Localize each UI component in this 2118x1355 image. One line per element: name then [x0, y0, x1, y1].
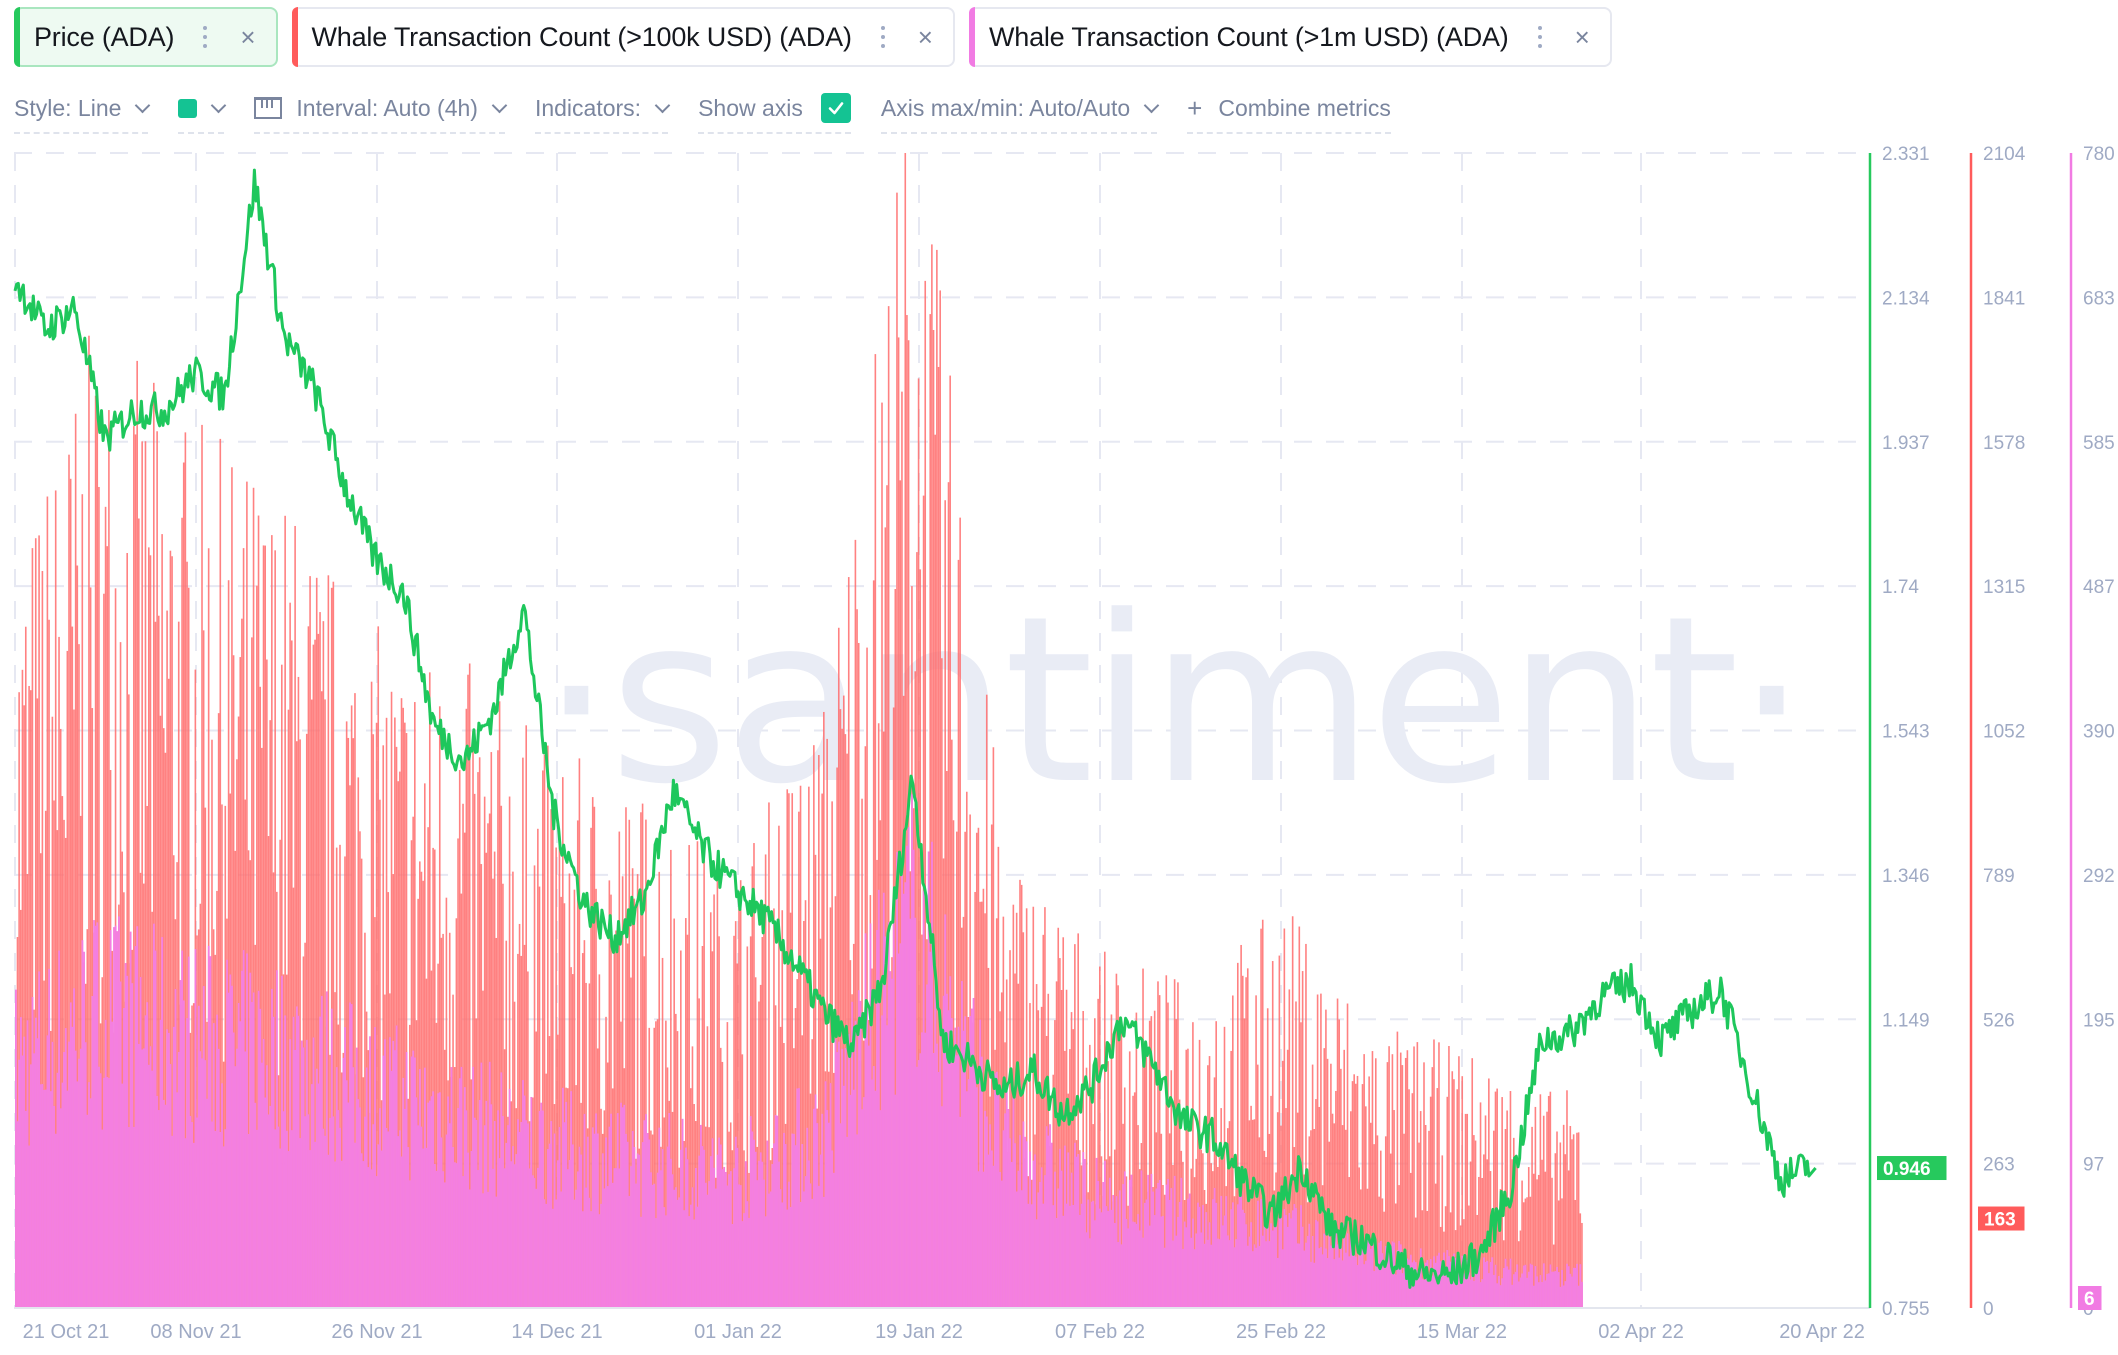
svg-text:25 Feb 22: 25 Feb 22	[1236, 1321, 1326, 1343]
svg-text:526: 526	[1983, 1010, 2015, 1031]
metric-chip-price[interactable]: Price (ADA) ×	[14, 7, 278, 67]
svg-text:2.134: 2.134	[1882, 288, 1930, 309]
color-swatch	[178, 98, 198, 118]
svg-text:02 Apr 22: 02 Apr 22	[1598, 1321, 1684, 1343]
show-axis-toggle[interactable]: Show axis	[698, 88, 851, 134]
close-icon[interactable]: ×	[1574, 22, 1590, 52]
chart-toolbar: Style: Line Interval: Auto (4h) Indicato…	[14, 88, 1421, 134]
svg-text:21 Oct 21: 21 Oct 21	[23, 1321, 110, 1343]
svg-text:263: 263	[1983, 1155, 2015, 1176]
axis-maxmin-label: Axis max/min: Auto/Auto	[880, 94, 1131, 121]
more-vertical-icon[interactable]	[1537, 26, 1543, 48]
svg-text:1.543: 1.543	[1882, 722, 1930, 743]
style-label: Style: Line	[14, 94, 122, 121]
interval-dropdown[interactable]: Interval: Auto (4h)	[254, 88, 508, 134]
metric-chip-whale-1m[interactable]: Whale Transaction Count (>1m USD) (ADA) …	[968, 7, 1612, 67]
svg-text:683: 683	[2083, 288, 2115, 309]
svg-text:1578: 1578	[1983, 433, 2025, 454]
style-dropdown[interactable]: Style: Line	[14, 88, 151, 134]
whale-1m-bars	[15, 794, 1583, 1308]
svg-text:14 Dec 21: 14 Dec 21	[511, 1321, 602, 1343]
svg-text:01 Jan 22: 01 Jan 22	[694, 1321, 782, 1343]
svg-text:1.346: 1.346	[1882, 866, 1930, 887]
svg-text:6: 6	[2084, 1289, 2095, 1310]
calendar-icon	[254, 97, 283, 119]
svg-text:292: 292	[2083, 866, 2115, 887]
svg-text:2.331: 2.331	[1882, 144, 1930, 165]
x-axis-labels: 21 Oct 21 08 Nov 21 26 Nov 21 14 Dec 21 01 J…	[23, 1321, 1865, 1343]
interval-label: Interval: Auto (4h)	[296, 94, 478, 121]
svg-text:390: 390	[2083, 722, 2115, 743]
svg-text:0: 0	[1983, 1299, 1994, 1320]
close-icon[interactable]: ×	[917, 22, 933, 52]
more-vertical-icon[interactable]	[880, 26, 886, 48]
svg-text:1052: 1052	[1983, 722, 2025, 743]
svg-text:2104: 2104	[1983, 144, 2026, 165]
metric-chip-label: Whale Transaction Count (>1m USD) (ADA)	[988, 21, 1509, 52]
svg-text:20 Apr 22: 20 Apr 22	[1779, 1321, 1865, 1343]
svg-text:1.937: 1.937	[1882, 433, 1930, 454]
svg-text:195: 195	[2083, 1010, 2115, 1031]
metric-chip-label: Whale Transaction Count (>100k USD) (ADA…	[311, 21, 852, 52]
svg-text:15 Mar 22: 15 Mar 22	[1417, 1321, 1507, 1343]
metric-chips: Price (ADA) × Whale Transaction Count (>…	[14, 7, 1612, 67]
svg-text:97: 97	[2083, 1155, 2104, 1176]
svg-text:487: 487	[2083, 577, 2115, 598]
show-axis-label: Show axis	[698, 94, 803, 121]
plus-icon: +	[1187, 92, 1203, 123]
svg-text:0.755: 0.755	[1882, 1299, 1930, 1320]
svg-text:1315: 1315	[1983, 577, 2025, 598]
svg-text:19 Jan 22: 19 Jan 22	[875, 1321, 963, 1343]
svg-text:789: 789	[1983, 866, 2015, 887]
svg-text:08 Nov 21: 08 Nov 21	[150, 1321, 241, 1343]
metric-chip-whale-100k[interactable]: Whale Transaction Count (>100k USD) (ADA…	[291, 7, 955, 67]
svg-text:780: 780	[2083, 144, 2115, 165]
svg-text:07 Feb 22: 07 Feb 22	[1055, 1321, 1145, 1343]
indicators-dropdown[interactable]: Indicators:	[534, 88, 671, 134]
checkmark-icon	[828, 102, 844, 115]
svg-text:1.149: 1.149	[1882, 1010, 1930, 1031]
metric-chip-label: Price (ADA)	[34, 21, 175, 52]
y-axes: 2.331 2.134 1.937 1.74 1.543 1.346 1.149 0.755 0…	[1868, 144, 2115, 1320]
show-axis-checkbox[interactable]	[820, 93, 851, 123]
indicators-label: Indicators:	[534, 94, 642, 121]
svg-text:1841: 1841	[1983, 288, 2025, 309]
more-vertical-icon[interactable]	[202, 26, 208, 48]
price-line	[13, 168, 1817, 1289]
combine-metrics-label: Combine metrics	[1218, 94, 1391, 121]
color-dropdown[interactable]	[178, 88, 227, 134]
axis-maxmin-dropdown[interactable]: Axis max/min: Auto/Auto	[880, 88, 1160, 134]
svg-text:0.946: 0.946	[1883, 1159, 1931, 1180]
svg-text:585: 585	[2083, 433, 2115, 454]
svg-text:1.74: 1.74	[1882, 577, 1919, 598]
svg-text:163: 163	[1984, 1210, 2016, 1231]
combine-metrics-button[interactable]: + Combine metrics	[1187, 88, 1391, 134]
watermark: ·santiment·	[540, 568, 1804, 835]
svg-text:26 Nov 21: 26 Nov 21	[331, 1321, 422, 1343]
close-icon[interactable]: ×	[240, 22, 256, 52]
